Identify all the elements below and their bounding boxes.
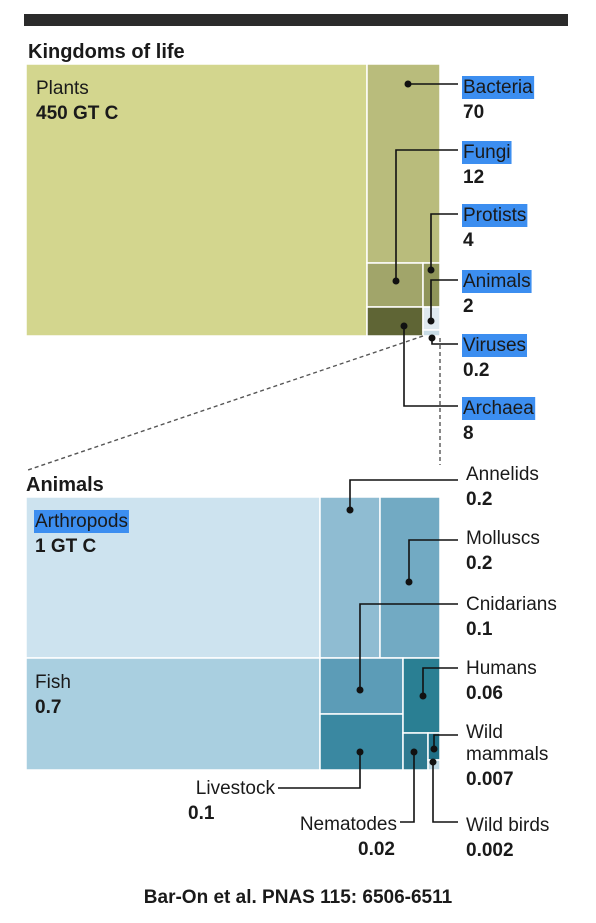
leader-fungi (395, 149, 458, 281)
highlight-fungi (462, 141, 512, 164)
kingdoms-title: Kingdoms of life (28, 41, 185, 63)
value-fish: 0.7 (35, 697, 61, 718)
highlight-viruses (462, 334, 528, 357)
value-bacteria: 70 (463, 102, 484, 123)
leader-viruses (431, 338, 458, 345)
top-bar (24, 14, 568, 26)
dot-molluscs (405, 578, 413, 586)
value-protists: 4 (463, 230, 474, 251)
cell-bacteria (366, 63, 441, 264)
label-wild-birds: Wild birds (466, 815, 549, 836)
dot-wild-mammals (430, 745, 438, 753)
leader-cnidarians (359, 603, 458, 690)
label-nematodes: Nematodes (300, 814, 397, 835)
highlight-arthropods (34, 510, 129, 533)
highlight-animals (462, 270, 532, 293)
value-fungi: 12 (463, 167, 484, 188)
dot-wild-birds (429, 758, 437, 766)
leader-annelids (349, 479, 458, 510)
dot-cnidarians (356, 686, 364, 694)
value-nematodes: 0.02 (358, 839, 395, 860)
cell-cnidarians (319, 657, 404, 715)
dot-fungi (392, 277, 400, 285)
leader-wild-birds (432, 762, 458, 823)
value-molluscs: 0.2 (466, 553, 492, 574)
citation: Bar-On et al. PNAS 115: 6506-6511 (144, 887, 453, 908)
dot-protists (427, 266, 435, 274)
value-humans: 0.06 (466, 683, 503, 704)
label-wild-mammals-2: mammals (466, 744, 548, 765)
cell-plants (25, 63, 368, 337)
label-fungi: Fungi (463, 142, 511, 163)
dot-annelids (346, 506, 354, 514)
label-plants: Plants (36, 78, 89, 99)
cell-archaea (366, 306, 424, 337)
value-annelids: 0.2 (466, 489, 492, 510)
cell-annelids (319, 496, 381, 659)
value-wild-mammals: 0.007 (466, 769, 514, 790)
dot-humans (419, 692, 427, 700)
label-arthropods: Arthropods (35, 511, 128, 532)
label-archaea: Archaea (463, 398, 534, 419)
label-cnidarians: Cnidarians (466, 594, 557, 615)
value-archaea: 8 (463, 423, 474, 444)
value-viruses: 0.2 (463, 360, 489, 381)
value-livestock: 0.1 (188, 803, 215, 824)
label-humans: Humans (466, 658, 537, 679)
leader-animals (430, 279, 458, 321)
dot-livestock (356, 748, 364, 756)
value-arthropods: 1 GT C (35, 536, 97, 557)
leader-humans (422, 667, 458, 696)
label-fish: Fish (35, 672, 71, 693)
label-molluscs: Molluscs (466, 528, 540, 549)
leader-livestock (278, 752, 361, 789)
value-cnidarians: 0.1 (466, 619, 493, 640)
animals-title: Animals (26, 474, 104, 496)
leader-protists (430, 213, 458, 270)
cell-livestock (319, 713, 404, 771)
label-protists: Protists (463, 205, 526, 226)
label-annelids: Annelids (466, 464, 539, 485)
highlight-protists (462, 204, 528, 227)
zoom-connector-left (27, 335, 424, 471)
dot-animals (427, 317, 435, 325)
dot-nematodes (410, 748, 418, 756)
label-wild-mammals-1: Wild (466, 722, 503, 743)
cell-molluscs (379, 496, 441, 659)
leader-nematodes (400, 752, 415, 823)
value-wild-birds: 0.002 (466, 840, 514, 861)
dot-bacteria (404, 80, 412, 88)
value-animals: 2 (463, 296, 474, 317)
highlight-archaea (462, 397, 536, 420)
cell-fish (25, 657, 321, 771)
label-bacteria: Bacteria (463, 77, 533, 98)
dot-viruses (428, 334, 436, 342)
dot-archaea (400, 322, 408, 330)
leader-wild-mammals (433, 734, 458, 749)
leader-molluscs (408, 539, 458, 582)
label-animals: Animals (463, 271, 531, 292)
leader-archaea (403, 326, 458, 407)
cell-fungi (366, 262, 424, 308)
label-livestock: Livestock (196, 778, 276, 799)
value-plants: 450 GT C (36, 103, 119, 124)
highlight-bacteria (462, 76, 535, 99)
label-viruses: Viruses (463, 335, 526, 356)
